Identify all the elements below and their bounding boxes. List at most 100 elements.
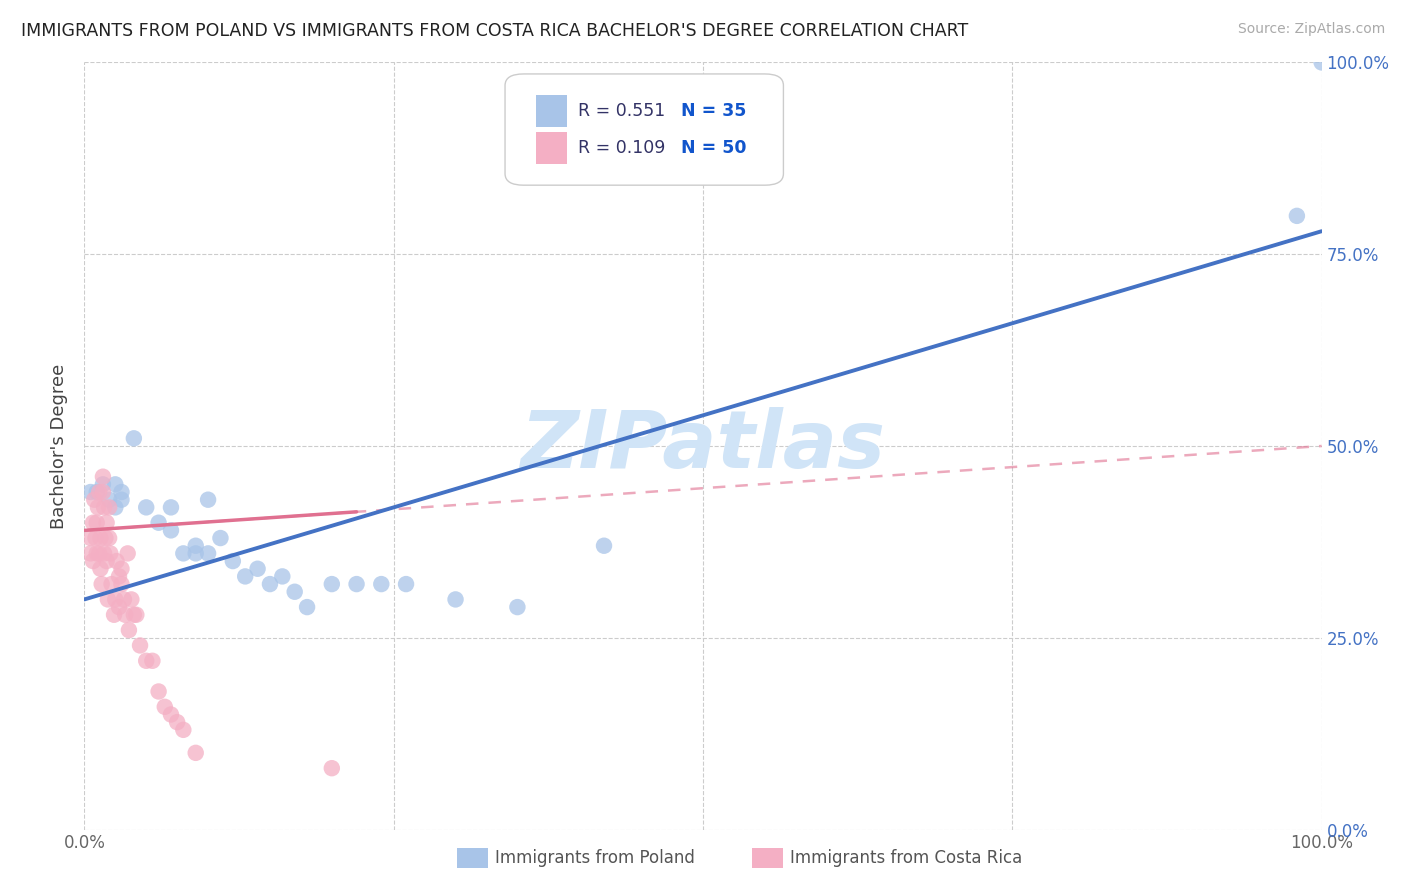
Text: N = 35: N = 35: [681, 102, 747, 120]
Point: [246, 562, 269, 576]
Point: [79, 546, 101, 560]
Point: [98, 500, 121, 515]
Point: [104, 477, 127, 491]
Point: [86, 485, 108, 500]
Point: [197, 492, 219, 507]
Point: [120, 592, 142, 607]
Point: [125, 607, 148, 622]
Point: [444, 592, 467, 607]
Point: [82, 554, 104, 568]
Point: [271, 569, 294, 583]
Point: [110, 492, 132, 507]
Point: [184, 539, 207, 553]
Point: [117, 546, 139, 560]
Point: [91, 469, 114, 483]
Point: [172, 546, 194, 560]
Point: [108, 569, 131, 583]
Point: [84, 531, 107, 545]
Point: [91, 477, 114, 491]
Point: [89, 531, 111, 545]
Point: [1285, 209, 1308, 223]
Text: Source: ZipAtlas.com: Source: ZipAtlas.com: [1237, 22, 1385, 37]
Point: [89, 562, 111, 576]
Point: [222, 554, 245, 568]
Point: [1310, 55, 1333, 70]
Point: [104, 500, 127, 515]
Point: [160, 500, 183, 515]
Point: [114, 607, 136, 622]
Point: [79, 485, 101, 500]
Point: [370, 577, 392, 591]
Point: [122, 431, 145, 445]
Text: R = 0.109: R = 0.109: [578, 139, 665, 157]
Point: [259, 577, 281, 591]
Point: [141, 654, 163, 668]
Point: [89, 546, 111, 560]
Point: [83, 492, 105, 507]
Bar: [457, 848, 488, 868]
Point: [395, 577, 418, 591]
Text: IMMIGRANTS FROM POLAND VS IMMIGRANTS FROM COSTA RICA BACHELOR'S DEGREE CORRELATI: IMMIGRANTS FROM POLAND VS IMMIGRANTS FRO…: [21, 22, 969, 40]
Point: [98, 492, 121, 507]
Point: [129, 639, 152, 653]
Point: [148, 684, 170, 698]
Point: [97, 592, 120, 607]
Point: [160, 524, 183, 538]
Point: [105, 554, 128, 568]
Point: [110, 562, 132, 576]
Point: [166, 715, 188, 730]
Point: [172, 723, 194, 737]
Point: [346, 577, 368, 591]
Point: [108, 600, 131, 615]
Point: [593, 539, 616, 553]
Point: [321, 577, 343, 591]
Point: [93, 500, 115, 515]
Point: [89, 485, 111, 500]
Point: [160, 707, 183, 722]
Point: [86, 546, 108, 560]
FancyBboxPatch shape: [505, 74, 783, 186]
Point: [284, 584, 307, 599]
Point: [90, 577, 112, 591]
Point: [209, 531, 232, 545]
Point: [98, 531, 121, 545]
Text: R = 0.551: R = 0.551: [578, 102, 665, 120]
Y-axis label: Bachelor's Degree: Bachelor's Degree: [51, 363, 69, 529]
Point: [233, 569, 256, 583]
Point: [93, 546, 115, 560]
Point: [148, 516, 170, 530]
Point: [506, 600, 529, 615]
Point: [118, 623, 141, 637]
Point: [103, 607, 125, 622]
Point: [112, 592, 135, 607]
Point: [104, 592, 127, 607]
Point: [110, 577, 132, 591]
Point: [96, 516, 118, 530]
Point: [184, 746, 207, 760]
Point: [197, 546, 219, 560]
Point: [86, 516, 108, 530]
Point: [94, 531, 117, 545]
Point: [184, 546, 207, 560]
Point: [135, 654, 157, 668]
Point: [79, 531, 101, 545]
Text: N = 50: N = 50: [681, 139, 747, 157]
Point: [100, 577, 122, 591]
Point: [98, 546, 121, 560]
Point: [82, 516, 104, 530]
Point: [295, 600, 318, 615]
Point: [153, 699, 176, 714]
Text: Immigrants from Poland: Immigrants from Poland: [495, 849, 695, 867]
Point: [110, 485, 132, 500]
Text: ZIPatlas: ZIPatlas: [520, 407, 886, 485]
Bar: [536, 95, 567, 127]
Text: Immigrants from Costa Rica: Immigrants from Costa Rica: [790, 849, 1022, 867]
Point: [96, 554, 118, 568]
Bar: [536, 132, 567, 164]
Point: [321, 761, 343, 775]
Point: [135, 500, 157, 515]
Point: [91, 485, 114, 500]
Point: [122, 607, 145, 622]
Bar: [752, 848, 783, 868]
Point: [87, 500, 110, 515]
